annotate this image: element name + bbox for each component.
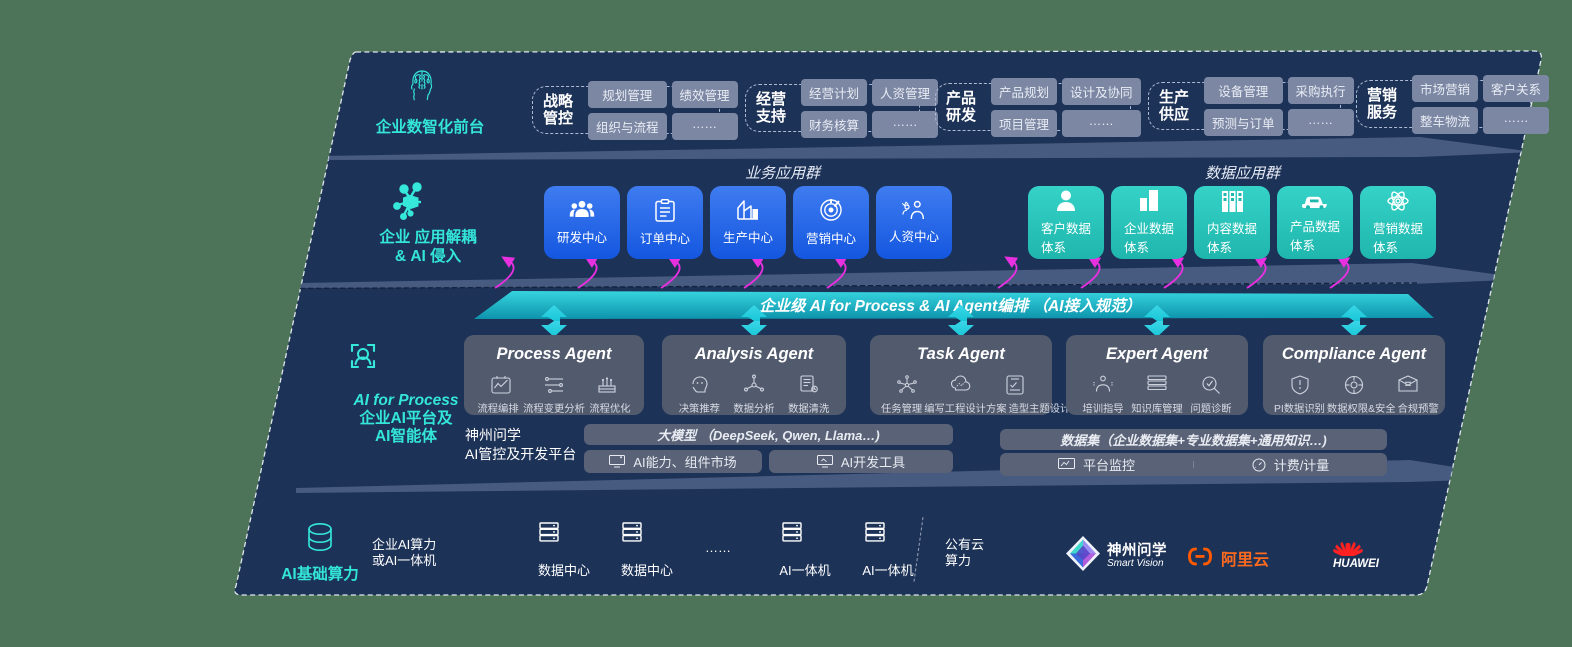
svg-text:企业级 AI for Process & AI Agent编: 企业级 AI for Process & AI Agent编排 （AI接入规范） (759, 297, 1141, 315)
